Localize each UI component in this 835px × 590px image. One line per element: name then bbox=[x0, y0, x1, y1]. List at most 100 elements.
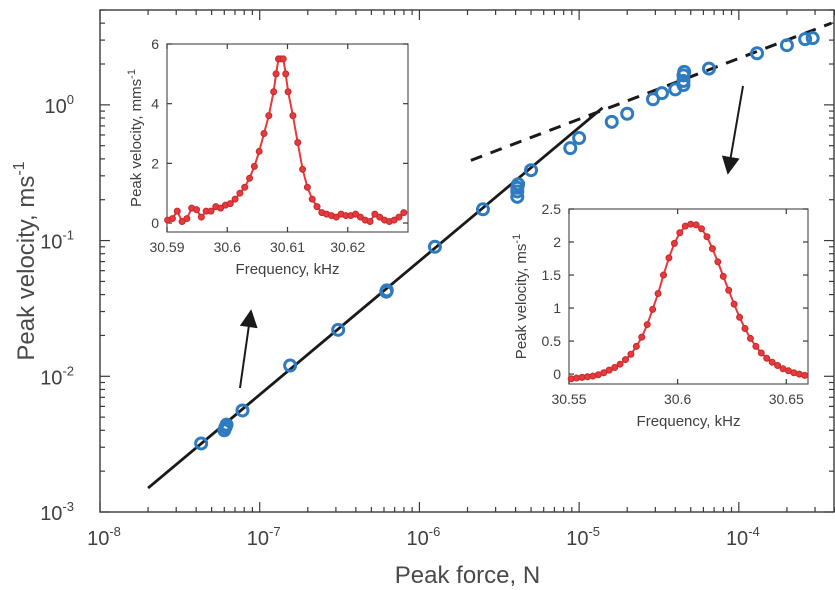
data-point bbox=[620, 106, 635, 121]
inset-data-point bbox=[665, 254, 673, 262]
data-point bbox=[283, 358, 298, 373]
inset-data-point bbox=[193, 206, 201, 214]
data-point bbox=[511, 177, 526, 192]
inset-y-tick-label: 1 bbox=[553, 300, 561, 316]
inset-data-point bbox=[643, 321, 651, 329]
data-point bbox=[427, 239, 442, 254]
inset-data-point bbox=[366, 218, 374, 226]
inset-data-point bbox=[207, 207, 215, 215]
inset-y-tick-label: 2 bbox=[553, 234, 561, 250]
main-plot: 10-8 10-7 10-6 10-5 10-410-310-210-1100Peak … bbox=[11, 9, 835, 589]
data-point bbox=[654, 86, 669, 101]
inset-data-point bbox=[270, 88, 278, 96]
arrow-to-left-inset bbox=[239, 309, 258, 389]
inset-data-point bbox=[703, 233, 711, 241]
inset-x-tick-label: 30.6 bbox=[664, 391, 691, 407]
saturation-fit-line bbox=[470, 21, 832, 162]
inset-data-point bbox=[763, 354, 771, 362]
inset-data-point bbox=[282, 70, 290, 78]
inset-data-point bbox=[621, 356, 629, 364]
inset-x-axis-label: Frequency, kHz bbox=[236, 261, 340, 278]
inset-data-point bbox=[692, 221, 700, 229]
inset-data-point bbox=[173, 207, 181, 215]
x-tick-label: 10-5 bbox=[566, 524, 600, 550]
data-point bbox=[779, 38, 794, 53]
inset-data-point bbox=[313, 203, 321, 211]
inset-data-point bbox=[736, 313, 744, 321]
inset-data-point bbox=[801, 371, 809, 379]
y-tick-label: 10-2 bbox=[40, 363, 74, 389]
inset-data-point bbox=[638, 333, 646, 341]
inset-data-point bbox=[226, 200, 234, 208]
inset-data-point bbox=[746, 334, 754, 342]
inset-plot-left: 30.59 30.6 30.61 30.62 0 2 4 6 Frequency, kHz Pea… bbox=[126, 36, 409, 278]
inset-data-point bbox=[197, 213, 205, 221]
inset-data-point bbox=[265, 112, 273, 120]
inset-y-tick-label: 2 bbox=[151, 155, 159, 171]
inset-y-axis-label: Peak velocity, ms-1 bbox=[511, 234, 530, 359]
inset-data-point bbox=[757, 349, 765, 357]
inset-data-point bbox=[400, 209, 408, 217]
inset-data-point bbox=[725, 286, 733, 294]
inset-data-point bbox=[730, 300, 738, 308]
inset-y-tick-label: 6 bbox=[151, 36, 159, 52]
inset-plot-right: 30.55 30.6 30.65 0 0.5 1 1.5 2 2.5 Frequency, kHz… bbox=[511, 201, 809, 430]
inset-data-point bbox=[294, 138, 302, 146]
data-point bbox=[510, 189, 525, 204]
data-point bbox=[475, 202, 490, 217]
inset-data-point bbox=[741, 325, 749, 333]
data-point bbox=[645, 92, 660, 107]
inset-data-point bbox=[255, 147, 263, 155]
x-tick-label: 10-6 bbox=[407, 524, 441, 550]
inset-data-point bbox=[260, 130, 268, 138]
inset-data-point bbox=[627, 350, 635, 358]
data-point bbox=[701, 61, 716, 76]
y-axis-label: Peak velocity, ms-1 bbox=[11, 161, 40, 360]
inset-data-point bbox=[284, 88, 292, 96]
inset-data-point bbox=[303, 183, 311, 191]
inset-x-tick-label: 30.65 bbox=[769, 391, 804, 407]
inset-y-tick-label: 2.5 bbox=[542, 201, 562, 217]
inset-data-point bbox=[605, 366, 613, 374]
data-point bbox=[219, 417, 234, 432]
data-point bbox=[235, 403, 250, 418]
inset-data-point bbox=[708, 245, 716, 253]
inset-data-point bbox=[279, 55, 287, 63]
inset-data-point bbox=[231, 195, 239, 203]
inset-y-tick-label: 0 bbox=[553, 366, 561, 382]
inset-x-tick-label: 30.55 bbox=[551, 391, 586, 407]
arrow-to-right-inset bbox=[721, 85, 744, 175]
inset-data-point bbox=[616, 360, 624, 368]
x-tick-label: 10-7 bbox=[247, 524, 281, 550]
x-axis-label: Peak force, N bbox=[395, 562, 540, 589]
inset-data-point bbox=[654, 290, 662, 298]
inset-x-axis-label: Frequency, kHz bbox=[637, 413, 741, 430]
inset-data-point bbox=[670, 239, 678, 247]
inset-data-point bbox=[649, 305, 657, 313]
y-tick-label: 10-3 bbox=[40, 499, 74, 525]
data-point bbox=[677, 64, 692, 79]
inset-y-tick-label: 1.5 bbox=[542, 267, 562, 283]
inset-data-point bbox=[611, 363, 619, 371]
y-tick-label: 100 bbox=[45, 92, 74, 118]
inset-data-point bbox=[768, 358, 776, 366]
inset-data-point bbox=[600, 369, 608, 377]
inset-x-tick-label: 30.61 bbox=[270, 239, 305, 255]
y-tick-label: 10-1 bbox=[40, 228, 74, 254]
inset-data-point bbox=[714, 258, 722, 266]
inset-y-tick-label: 0 bbox=[151, 215, 159, 231]
inset-data-point bbox=[241, 183, 249, 191]
inset-data-point bbox=[660, 271, 668, 279]
data-point bbox=[194, 436, 209, 451]
inset-data-point bbox=[774, 362, 782, 370]
data-point bbox=[798, 32, 813, 47]
inset-axes-box bbox=[568, 208, 809, 385]
data-point bbox=[563, 141, 578, 156]
inset-data-point bbox=[308, 195, 316, 203]
inset-data-point bbox=[752, 342, 760, 350]
inset-data-point bbox=[719, 272, 727, 280]
inset-data-point bbox=[299, 165, 307, 173]
data-point bbox=[572, 130, 587, 145]
data-point bbox=[750, 46, 765, 61]
